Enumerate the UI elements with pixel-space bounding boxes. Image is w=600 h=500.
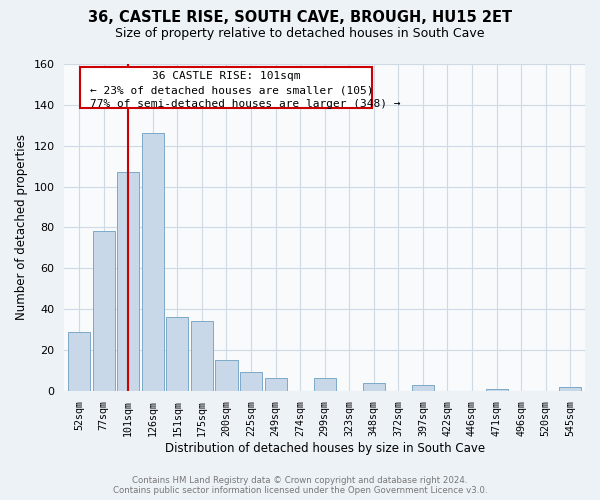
Bar bbox=[191, 322, 213, 390]
Y-axis label: Number of detached properties: Number of detached properties bbox=[15, 134, 28, 320]
Text: Contains HM Land Registry data © Crown copyright and database right 2024.
Contai: Contains HM Land Registry data © Crown c… bbox=[113, 476, 487, 495]
Bar bbox=[117, 172, 139, 390]
Text: 36 CASTLE RISE: 101sqm: 36 CASTLE RISE: 101sqm bbox=[152, 70, 300, 81]
Text: Size of property relative to detached houses in South Cave: Size of property relative to detached ho… bbox=[115, 28, 485, 40]
Bar bbox=[363, 382, 385, 390]
Bar bbox=[485, 388, 508, 390]
Bar bbox=[215, 360, 238, 390]
Bar bbox=[68, 332, 90, 390]
Bar bbox=[166, 317, 188, 390]
Bar bbox=[240, 372, 262, 390]
FancyBboxPatch shape bbox=[80, 68, 371, 108]
Bar bbox=[92, 232, 115, 390]
Bar bbox=[559, 386, 581, 390]
Bar bbox=[265, 378, 287, 390]
Bar bbox=[314, 378, 336, 390]
Bar bbox=[412, 384, 434, 390]
X-axis label: Distribution of detached houses by size in South Cave: Distribution of detached houses by size … bbox=[164, 442, 485, 455]
Text: 36, CASTLE RISE, SOUTH CAVE, BROUGH, HU15 2ET: 36, CASTLE RISE, SOUTH CAVE, BROUGH, HU1… bbox=[88, 10, 512, 25]
Text: ← 23% of detached houses are smaller (105): ← 23% of detached houses are smaller (10… bbox=[91, 85, 374, 95]
Bar bbox=[142, 134, 164, 390]
Text: 77% of semi-detached houses are larger (348) →: 77% of semi-detached houses are larger (… bbox=[91, 100, 401, 110]
